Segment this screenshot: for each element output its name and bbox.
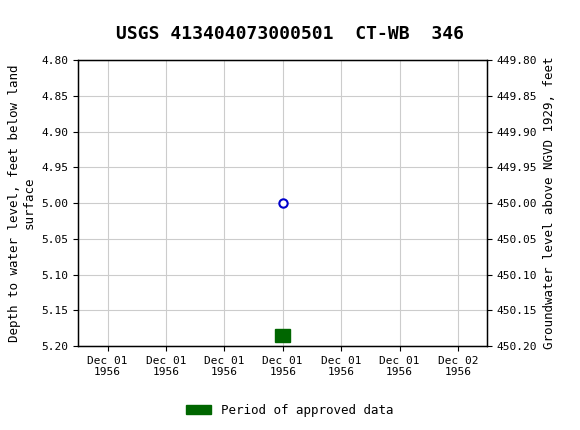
Y-axis label: Groundwater level above NGVD 1929, feet: Groundwater level above NGVD 1929, feet [543, 57, 556, 350]
Text: ≡USGS: ≡USGS [9, 10, 90, 31]
Text: USGS 413404073000501  CT-WB  346: USGS 413404073000501 CT-WB 346 [116, 25, 464, 43]
Y-axis label: Depth to water level, feet below land
surface: Depth to water level, feet below land su… [8, 64, 36, 342]
Bar [276, 329, 290, 342]
Legend: Period of approved data: Period of approved data [181, 399, 399, 421]
